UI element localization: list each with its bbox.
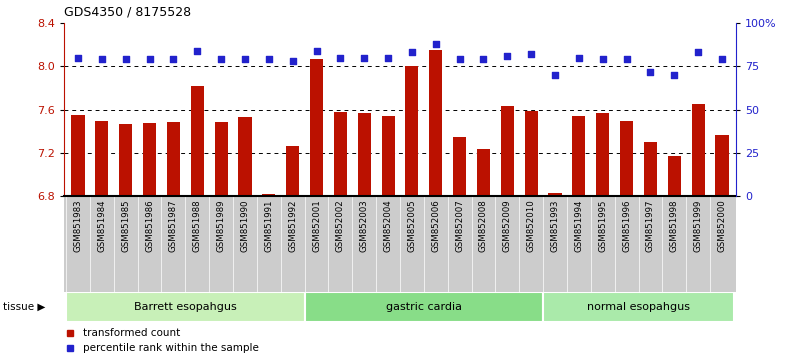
Text: GSM851990: GSM851990	[240, 199, 249, 252]
Text: Barrett esopahgus: Barrett esopahgus	[134, 302, 236, 312]
Text: GSM851992: GSM851992	[288, 199, 297, 252]
Text: GSM851991: GSM851991	[264, 199, 273, 252]
Bar	[477, 149, 490, 196]
Bar	[453, 137, 466, 196]
Bar	[191, 86, 204, 196]
Bar	[501, 107, 514, 196]
Point	[716, 57, 728, 62]
Text: GSM851996: GSM851996	[622, 199, 631, 252]
Bar	[143, 123, 156, 196]
Point	[525, 51, 537, 57]
Text: GSM851987: GSM851987	[169, 199, 178, 252]
Point	[668, 72, 681, 78]
Text: normal esopahgus: normal esopahgus	[587, 302, 690, 312]
Bar	[238, 117, 252, 196]
Text: GSM852003: GSM852003	[360, 199, 369, 252]
Bar	[572, 116, 585, 196]
Text: GSM851998: GSM851998	[669, 199, 679, 252]
Text: GSM851995: GSM851995	[599, 199, 607, 252]
Bar	[357, 113, 371, 196]
Point	[239, 57, 252, 62]
Bar	[716, 135, 728, 196]
Text: GSM851986: GSM851986	[145, 199, 154, 252]
Point	[501, 53, 513, 59]
Point	[191, 48, 204, 53]
Point	[572, 55, 585, 61]
Text: GSM851984: GSM851984	[97, 199, 107, 252]
Point	[96, 57, 108, 62]
Text: GSM852009: GSM852009	[503, 199, 512, 252]
Text: percentile rank within the sample: percentile rank within the sample	[83, 343, 259, 353]
Point	[167, 57, 180, 62]
Text: GSM851988: GSM851988	[193, 199, 201, 252]
Point	[358, 55, 371, 61]
Text: GSM852000: GSM852000	[717, 199, 727, 252]
Text: gastric cardia: gastric cardia	[386, 302, 462, 312]
Point	[334, 55, 347, 61]
Text: GSM851983: GSM851983	[73, 199, 83, 252]
Text: GSM852010: GSM852010	[527, 199, 536, 252]
Bar	[525, 111, 538, 196]
Point	[263, 57, 275, 62]
Bar	[548, 193, 562, 196]
Text: GSM851994: GSM851994	[575, 199, 583, 252]
Point	[429, 41, 442, 47]
Bar	[305, 292, 543, 322]
Bar	[668, 156, 681, 196]
Text: GSM852004: GSM852004	[384, 199, 392, 252]
Bar	[334, 112, 347, 196]
Point	[405, 50, 418, 55]
Bar	[215, 122, 228, 196]
Point	[620, 57, 633, 62]
Text: tissue ▶: tissue ▶	[3, 302, 45, 312]
Text: transformed count: transformed count	[83, 328, 180, 338]
Bar	[167, 122, 180, 196]
Point	[692, 50, 704, 55]
Text: GSM851997: GSM851997	[646, 199, 655, 252]
Bar	[692, 104, 704, 196]
Point	[215, 57, 228, 62]
Point	[644, 69, 657, 74]
Point	[596, 57, 609, 62]
Point	[287, 58, 299, 64]
Text: GSM852007: GSM852007	[455, 199, 464, 252]
Point	[453, 57, 466, 62]
Point	[72, 55, 84, 61]
Bar	[596, 113, 609, 196]
Bar	[381, 116, 395, 196]
Text: GSM852006: GSM852006	[431, 199, 440, 252]
Text: GSM852005: GSM852005	[408, 199, 416, 252]
Bar	[429, 50, 443, 196]
Bar	[644, 142, 657, 196]
Text: GSM852008: GSM852008	[479, 199, 488, 252]
Bar	[405, 67, 419, 196]
Text: GDS4350 / 8175528: GDS4350 / 8175528	[64, 5, 191, 18]
Bar	[119, 124, 132, 196]
Point	[382, 55, 395, 61]
Text: GSM852002: GSM852002	[336, 199, 345, 252]
Bar	[310, 59, 323, 196]
Text: GSM851985: GSM851985	[121, 199, 131, 252]
Bar	[96, 121, 108, 196]
Point	[477, 57, 490, 62]
Point	[548, 72, 561, 78]
Bar	[620, 121, 633, 196]
Point	[310, 48, 323, 53]
Bar	[66, 292, 305, 322]
Point	[119, 57, 132, 62]
Point	[143, 57, 156, 62]
Text: GSM851999: GSM851999	[693, 199, 703, 252]
Text: GSM852001: GSM852001	[312, 199, 321, 252]
Bar	[543, 292, 734, 322]
Text: GSM851989: GSM851989	[217, 199, 225, 252]
Bar	[72, 115, 84, 196]
Bar	[262, 194, 275, 196]
Bar	[286, 145, 299, 196]
Text: GSM851993: GSM851993	[551, 199, 560, 252]
